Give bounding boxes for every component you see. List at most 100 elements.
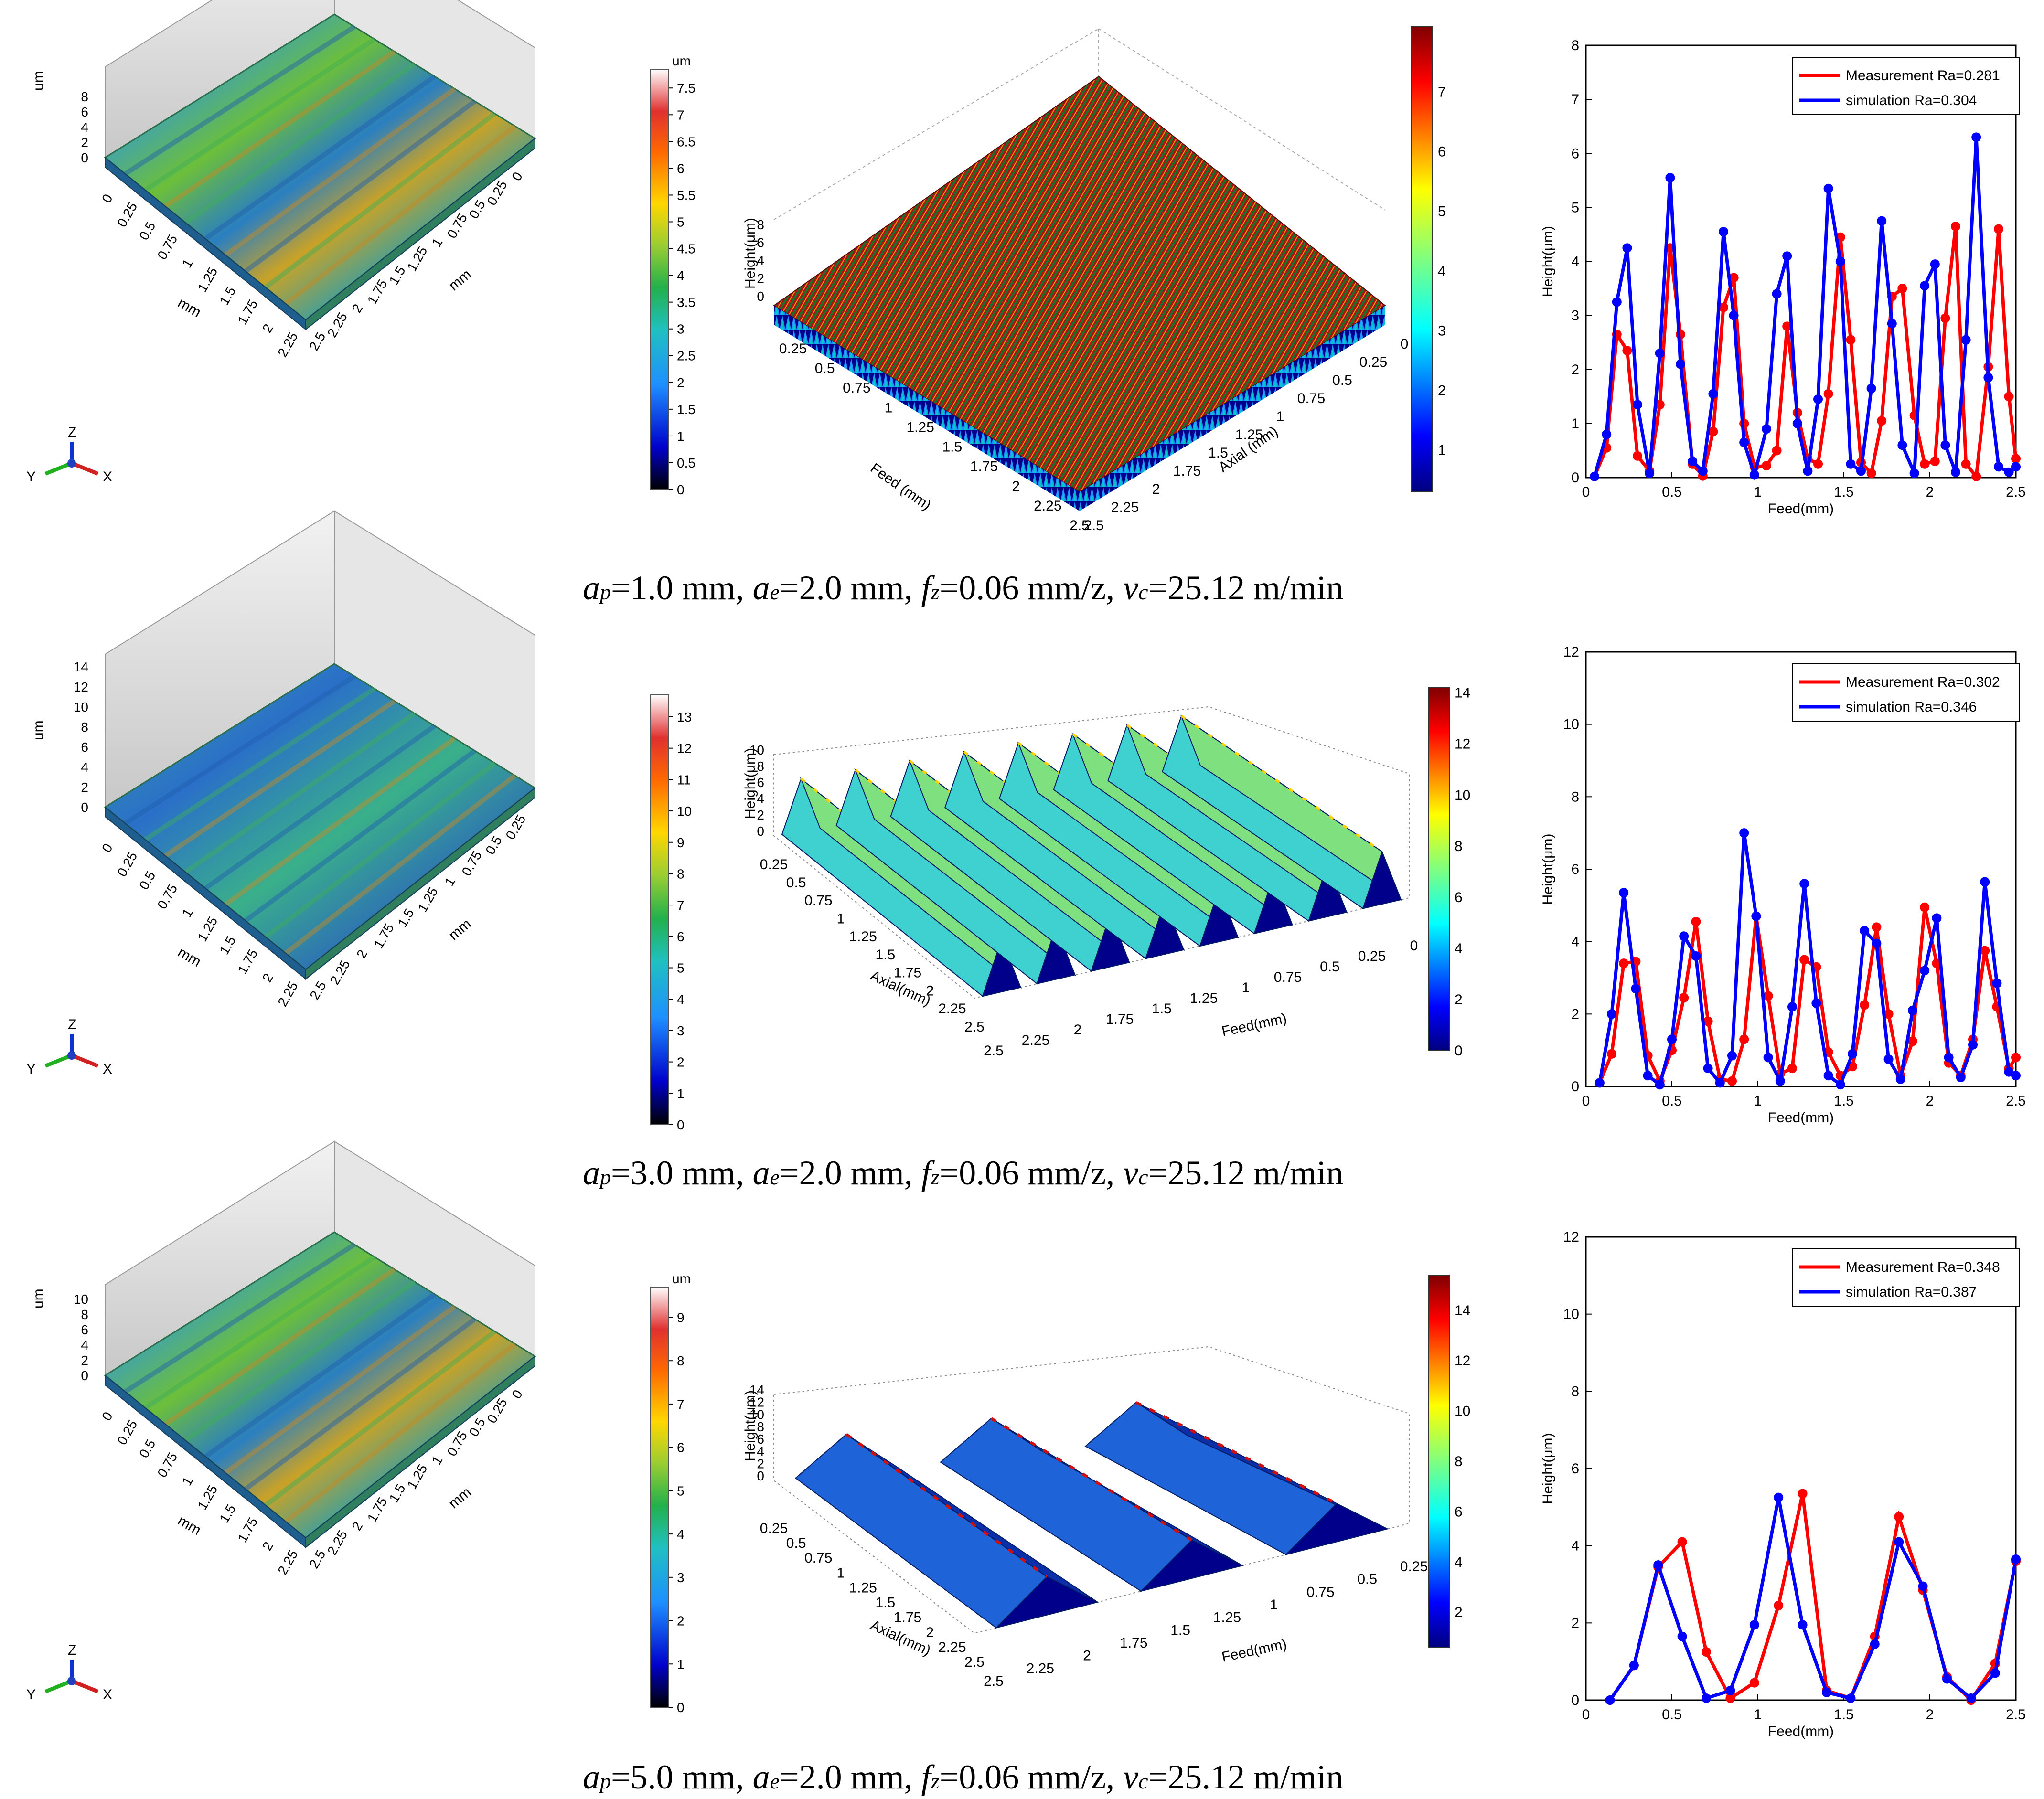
measured-y-tick: 1.75: [364, 1495, 390, 1525]
simulated-z-tick: 4: [757, 253, 764, 268]
y-axis-label: Height(μm): [1540, 226, 1556, 297]
data-point-measurement: [1782, 321, 1792, 331]
data-point-simulation: [1823, 1071, 1833, 1081]
y-tick-label: 4: [1571, 254, 1579, 270]
data-point-simulation: [1803, 466, 1813, 476]
simulated-z-tick: 6: [757, 235, 764, 250]
simulated-colorbar-tick: 6: [1455, 890, 1463, 905]
simulated-colorbar-tick: 14: [1455, 1303, 1470, 1319]
triad-y-label: Y: [26, 469, 36, 485]
simulated-surface: [773, 75, 1386, 493]
measured-y-label: mm: [446, 1484, 474, 1512]
x-axis-label: Feed(mm): [1768, 501, 1834, 517]
caption-part: z: [931, 1165, 940, 1189]
surface-ripple: [184, 62, 416, 225]
data-point-simulation: [1602, 429, 1612, 439]
data-point-measurement: [1961, 459, 1971, 469]
data-point-simulation: [1870, 1639, 1880, 1649]
y-tick-label: 10: [1563, 1307, 1579, 1322]
data-point-simulation: [1775, 1076, 1785, 1086]
data-point-measurement: [1727, 1076, 1737, 1086]
data-point-measurement: [1980, 946, 1990, 956]
measured-colorbar-tick: 6.5: [677, 134, 696, 149]
data-point-measurement: [1877, 416, 1887, 426]
data-point-simulation: [1762, 424, 1771, 434]
measured-x-tick: 0.75: [154, 232, 180, 262]
measured-z-tick: 4: [81, 1338, 88, 1352]
front-face-right: [305, 787, 535, 980]
measured-x-tick: 1.5: [216, 934, 238, 957]
data-point-simulation: [1772, 289, 1782, 299]
data-point-simulation: [1971, 132, 1981, 142]
simulated-right-tick: 0.5: [1320, 959, 1340, 975]
data-point-simulation: [1655, 1080, 1665, 1090]
measured-colorbar-tick: 11: [677, 772, 691, 787]
parameter-caption: ap=1.0 mm, ae=2.0 mm, fz=0.06 mm/z, vc=2…: [583, 569, 1343, 607]
legend-entry: simulation Ra=0.304: [1846, 93, 1977, 108]
triad-x-icon: [71, 461, 99, 476]
measured-colorbar-tick: 6: [677, 161, 685, 176]
simulated-right-tick: 0: [1410, 938, 1418, 954]
simulated-colorbar-tick: 2: [1455, 992, 1463, 1008]
y-tick-label: 0: [1571, 470, 1579, 486]
simulated-left-tick: 0.25: [760, 1521, 788, 1536]
measured-x-tick: 0.75: [154, 1450, 180, 1480]
simulated-z-tick: 0: [757, 1469, 764, 1483]
data-point-simulation: [1688, 457, 1698, 467]
measured-x-tick: 1.25: [194, 914, 220, 944]
measured-colorbar-tick: 7.5: [677, 81, 696, 96]
simulated-left-tick: 1.75: [970, 459, 998, 475]
data-point-simulation: [1679, 931, 1689, 941]
simulated-left-tick: 2.25: [938, 1639, 966, 1655]
simulated-right-tick: 1.25: [1213, 1610, 1241, 1626]
measured-y-tick: 2.25: [327, 958, 353, 988]
caption-part: a: [583, 569, 600, 607]
data-point-measurement: [1813, 459, 1823, 469]
triad-y-label: Y: [26, 1687, 36, 1703]
caption-part: =0.06 mm/z,: [940, 569, 1124, 607]
simulated-colorbar-tick: 7: [1438, 85, 1446, 100]
data-point-measurement: [1703, 1016, 1713, 1026]
y-tick-label: 0: [1571, 1079, 1579, 1095]
measured-x-tick: 0.25: [114, 1417, 140, 1448]
data-point-simulation: [1813, 394, 1823, 404]
data-point-simulation: [1643, 1071, 1653, 1081]
x-tick-label: 0.5: [1662, 1093, 1682, 1109]
simulated-left-tick: 2: [1012, 479, 1020, 494]
y-tick-label: 6: [1571, 1461, 1579, 1477]
data-point-simulation: [1702, 1693, 1711, 1703]
data-point-simulation: [1897, 440, 1907, 450]
simulated-right-tick: 1: [1242, 980, 1250, 996]
measured-x-tick: 1.75: [235, 947, 260, 977]
data-point-simulation: [1751, 911, 1761, 921]
data-point-simulation: [1951, 467, 1960, 477]
surface-ripple: [224, 86, 456, 257]
surface-ripple: [144, 686, 376, 842]
x-tick-label: 1.5: [1834, 1707, 1854, 1723]
simulated-z-tick: 10: [749, 743, 764, 757]
surface-ripple: [244, 1317, 476, 1491]
simulated-right-tick: 0.5: [1357, 1572, 1377, 1587]
legend-box: [1792, 663, 2020, 722]
simulated-colorbar-tick: 14: [1455, 685, 1470, 701]
triad-z-label: Z: [68, 1642, 76, 1658]
data-point-measurement: [1607, 1049, 1616, 1059]
measured-z-tick: 4: [81, 120, 88, 135]
measured-colorbar-tick: 3: [677, 1023, 685, 1038]
measured-colorbar-tick: 1: [677, 1657, 685, 1671]
measured-z-tick: 12: [74, 680, 88, 694]
simulated-front-right: [1080, 306, 1385, 511]
simulated-right-tick: 2: [1074, 1022, 1082, 1038]
simulated-front-left: [774, 306, 1080, 511]
x-tick-label: 2: [1926, 484, 1934, 500]
data-point-simulation: [1822, 1687, 1831, 1697]
simulated-left-tick: 1.25: [906, 419, 934, 435]
simulated-left-tick: 1: [837, 911, 845, 926]
simulated-right-tick: 2.5: [984, 1673, 1004, 1689]
simulated-right-tick: 2.25: [1027, 1661, 1054, 1676]
surface-ripple: [244, 99, 476, 274]
measured-colorbar-tick: 2: [677, 1055, 685, 1070]
x-tick-label: 2.5: [2006, 1093, 2026, 1109]
profile-chart-1: 0 0.5 1 1.5 2 2.5 0 1 2 3 4 5 6 7 8 Feed(mm) Height(μm) M…: [1540, 38, 2026, 517]
